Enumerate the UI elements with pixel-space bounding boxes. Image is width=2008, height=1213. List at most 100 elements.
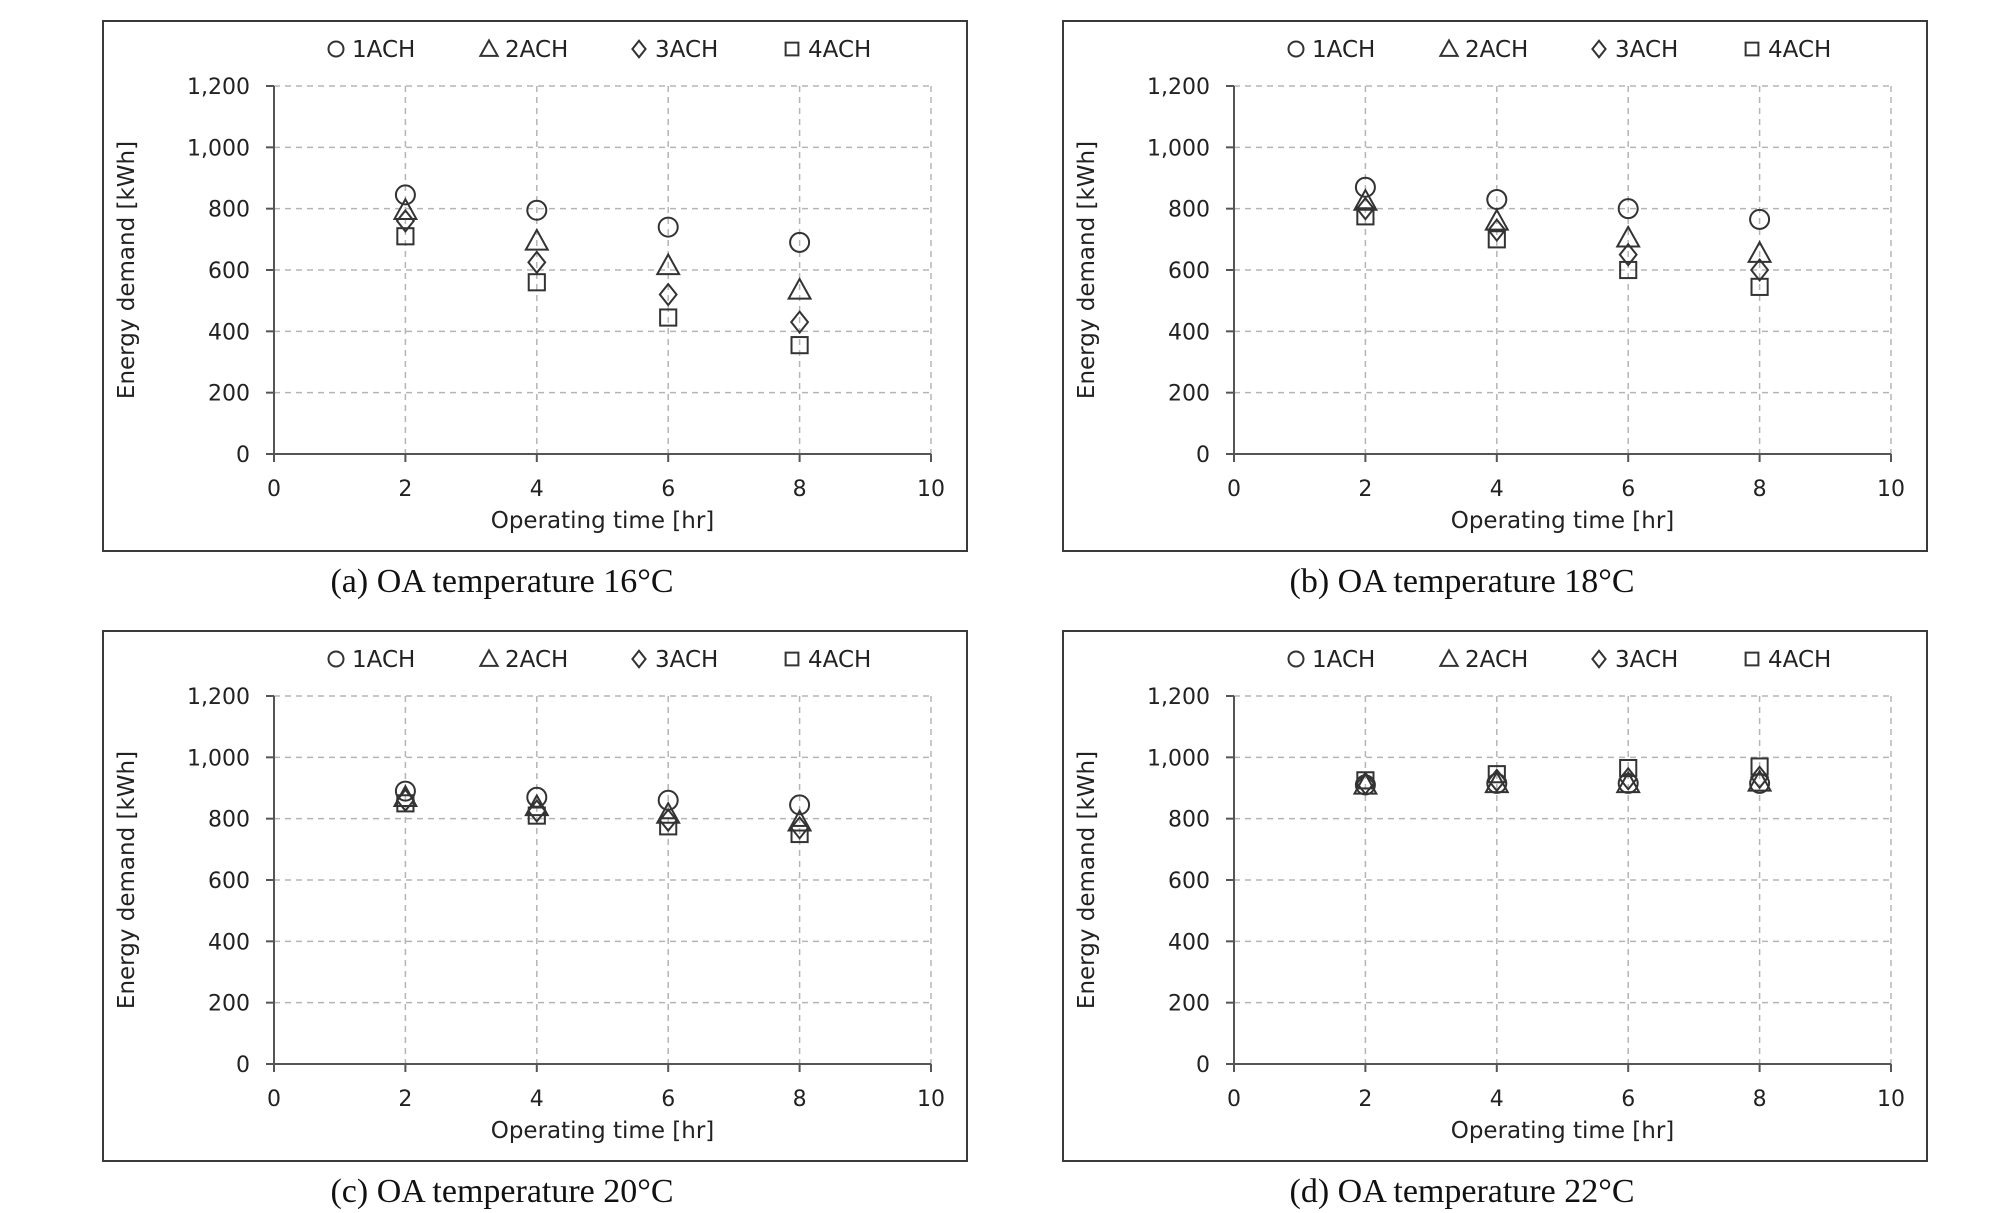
data-point xyxy=(1355,196,1376,221)
series-4ACH xyxy=(1356,757,1769,790)
data-point xyxy=(1487,230,1506,249)
series-4ACH xyxy=(396,794,809,844)
y-tick-label: 800 xyxy=(208,198,250,223)
series-3ACH xyxy=(1355,196,1770,283)
y-tick-label: 800 xyxy=(1168,198,1210,223)
legend-item: 4ACH xyxy=(784,647,871,673)
series-1ACH xyxy=(1354,772,1771,796)
data-point xyxy=(527,250,547,275)
panel-c: (c) OA temperature 20°C 0 200 400 600 800 1,0… xyxy=(0,610,1004,1213)
y-tick-label: 200 xyxy=(1168,382,1210,407)
data-point xyxy=(1487,218,1507,243)
y-tick-label: 600 xyxy=(208,869,250,894)
legend-marker-square xyxy=(784,41,800,57)
data-point xyxy=(1750,277,1769,296)
legend-item: 3ACH xyxy=(631,647,718,673)
x-tick-label: 4 xyxy=(1490,1087,1504,1112)
data-point xyxy=(786,808,813,832)
x-tick-label: 10 xyxy=(1877,1087,1905,1112)
data-point xyxy=(1749,257,1770,283)
data-point xyxy=(1356,207,1375,226)
data-point xyxy=(396,794,415,813)
legend-label: 4ACH xyxy=(808,647,871,673)
data-point xyxy=(655,801,681,824)
legend-marker-diamond xyxy=(1591,649,1607,669)
x-tick-label: 10 xyxy=(917,477,945,502)
caption-d: (d) OA temperature 22°C xyxy=(1289,1173,1635,1210)
panel-a: (a) OA temperature 16°C 0 200 400 600 800 1,0… xyxy=(0,0,1004,606)
caption-b: (b) OA temperature 18°C xyxy=(1289,563,1635,600)
data-point xyxy=(657,216,679,238)
y-tick-label: 1,000 xyxy=(1147,746,1210,771)
data-point xyxy=(790,336,809,355)
data-point xyxy=(1487,768,1507,793)
data-point xyxy=(786,276,813,300)
series-4ACH xyxy=(396,227,809,355)
legend-marker-square xyxy=(784,651,800,667)
data-point xyxy=(789,815,810,840)
legend-item: 1ACH xyxy=(1287,37,1375,63)
y-tick-label: 200 xyxy=(1168,992,1210,1017)
legend-label: 2ACH xyxy=(505,647,568,673)
plot-area: 0 200 400 600 800 1,000 1,200 0 2 4 6 8 10 Operating … xyxy=(114,37,945,534)
x-tick-label: 2 xyxy=(1358,477,1372,502)
legend-marker-circle xyxy=(327,650,345,668)
legend-item: 2ACH xyxy=(1438,37,1528,63)
legend-marker-square xyxy=(1744,651,1760,667)
legend-item: 2ACH xyxy=(478,37,568,63)
legend-item: 1ACH xyxy=(327,37,415,63)
data-point xyxy=(1356,771,1375,790)
y-tick-label: 1,000 xyxy=(187,746,250,771)
y-tick-label: 1,200 xyxy=(187,75,250,100)
legend-label: 1ACH xyxy=(1312,37,1375,63)
chart-svg-a: (a) OA temperature 16°C 02004006008001,0… xyxy=(114,37,945,534)
data-point xyxy=(1352,188,1379,211)
x-tick-label: 8 xyxy=(793,477,807,502)
legend-label: 3ACH xyxy=(1615,647,1678,673)
legend-label: 3ACH xyxy=(655,37,718,63)
x-tick-label: 8 xyxy=(1753,477,1767,502)
legend-label: 2ACH xyxy=(1465,37,1528,63)
data-point xyxy=(395,208,416,233)
y-tick-label: 1,200 xyxy=(187,685,250,710)
legend-label: 1ACH xyxy=(1312,647,1375,673)
x-tick-label: 2 xyxy=(1358,1087,1372,1112)
series-3ACH xyxy=(395,208,810,335)
x-tick-label: 4 xyxy=(530,1087,544,1112)
legend-label: 1ACH xyxy=(352,647,415,673)
data-point xyxy=(527,273,546,292)
series-4ACH xyxy=(1356,207,1769,296)
x-tick-label: 4 xyxy=(1490,477,1504,502)
y-tick-label: 400 xyxy=(208,930,250,955)
y-axis-label: Energy demand [kWh] xyxy=(114,751,140,1009)
series-2ACH xyxy=(392,784,813,832)
y-tick-label: 800 xyxy=(1168,808,1210,833)
chart-svg-c: (c) OA temperature 20°C 02004006008001,0… xyxy=(114,647,945,1144)
legend-marker-diamond xyxy=(1591,39,1607,59)
series-3ACH xyxy=(1355,765,1770,796)
legend-label: 2ACH xyxy=(1465,647,1528,673)
legend-label: 4ACH xyxy=(808,37,871,63)
y-tick-label: 0 xyxy=(1196,443,1210,468)
chart-svg-d: (d) OA temperature 22°C 02004006008001,0… xyxy=(1074,647,1905,1144)
data-point xyxy=(659,308,678,327)
legend-label: 4ACH xyxy=(1768,37,1831,63)
legend-label: 2ACH xyxy=(505,37,568,63)
x-tick-label: 0 xyxy=(267,477,281,502)
y-tick-label: 600 xyxy=(1168,869,1210,894)
data-point xyxy=(790,824,809,844)
data-point xyxy=(1487,765,1506,784)
series-2ACH xyxy=(1352,768,1773,795)
legend-marker-triangle xyxy=(478,648,500,667)
x-tick-label: 10 xyxy=(1877,477,1905,502)
legend-item: 1ACH xyxy=(1287,647,1375,673)
x-tick-label: 10 xyxy=(917,1087,945,1112)
y-tick-label: 600 xyxy=(1168,259,1210,284)
legend-item: 2ACH xyxy=(478,647,568,673)
x-tick-label: 0 xyxy=(1227,1087,1241,1112)
chart-frame: (a) OA temperature 16°C 02004006008001,0… xyxy=(102,20,968,552)
series-2ACH xyxy=(392,197,813,300)
data-point xyxy=(789,794,811,816)
series-2ACH xyxy=(1352,188,1773,263)
legend-item: 3ACH xyxy=(1591,37,1678,63)
